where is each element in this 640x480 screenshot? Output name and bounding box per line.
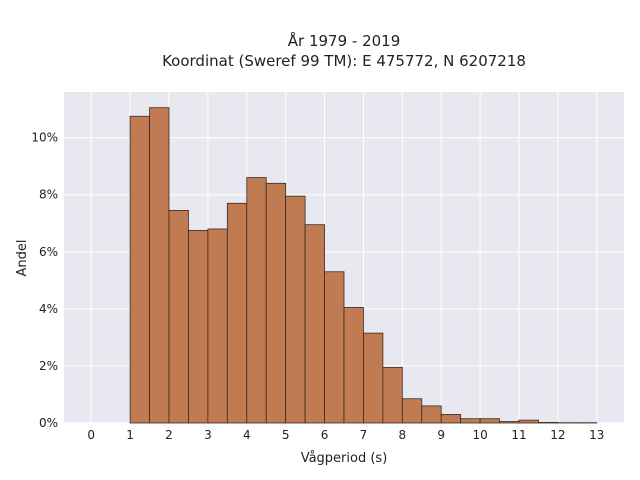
x-tick-label: 4 bbox=[243, 428, 251, 442]
histogram-bar bbox=[401, 398, 423, 424]
histogram-bar bbox=[343, 307, 364, 424]
histogram-bar bbox=[363, 332, 384, 424]
histogram-bar bbox=[460, 418, 481, 424]
histogram-bar bbox=[226, 202, 248, 424]
y-tick-label: 6% bbox=[39, 245, 58, 259]
chart-title-line1: År 1979 - 2019 bbox=[288, 31, 401, 50]
x-tick-label: 11 bbox=[511, 428, 526, 442]
histogram-bar bbox=[265, 182, 287, 424]
y-tick-label: 8% bbox=[39, 188, 58, 202]
y-tick-label: 0% bbox=[39, 416, 58, 430]
y-axis-label: Andel bbox=[15, 240, 30, 277]
y-tick-labels: 0% 2% 4% 6% 8% 10% bbox=[31, 131, 58, 430]
histogram-bar bbox=[518, 419, 539, 424]
x-tick-label: 9 bbox=[437, 428, 445, 442]
x-tick-label: 8 bbox=[399, 428, 407, 442]
x-tick-label: 3 bbox=[204, 428, 212, 442]
histogram-bar bbox=[149, 107, 170, 424]
histogram-bars bbox=[129, 107, 598, 424]
x-tick-label: 13 bbox=[589, 428, 604, 442]
histogram-bar bbox=[188, 229, 209, 424]
x-tick-label: 7 bbox=[360, 428, 368, 442]
x-tick-label: 2 bbox=[165, 428, 173, 442]
histogram-bar bbox=[246, 177, 267, 424]
y-tick-label: 2% bbox=[39, 359, 58, 373]
histogram-bar bbox=[499, 421, 520, 424]
histogram-bar bbox=[207, 228, 228, 424]
histogram-bar bbox=[479, 418, 500, 424]
x-tick-label: 1 bbox=[126, 428, 134, 442]
x-tick-label: 12 bbox=[550, 428, 565, 442]
histogram-bar bbox=[538, 422, 559, 424]
histogram-bar bbox=[421, 405, 442, 424]
histogram-bar bbox=[324, 271, 345, 424]
y-tick-label: 4% bbox=[39, 302, 58, 316]
histogram-bar bbox=[168, 210, 189, 424]
x-tick-label: 0 bbox=[87, 428, 95, 442]
x-tick-labels: 0 1 2 3 4 5 6 7 8 9 10 11 12 13 bbox=[87, 428, 604, 442]
x-tick-label: 10 bbox=[472, 428, 487, 442]
histogram-bar bbox=[440, 414, 462, 424]
histogram-bar bbox=[304, 224, 325, 424]
histogram-bar bbox=[285, 195, 306, 424]
y-tick-label: 10% bbox=[31, 131, 58, 145]
x-tick-label: 6 bbox=[321, 428, 329, 442]
histogram-bar bbox=[382, 366, 403, 424]
x-axis-label: Vågperiod (s) bbox=[301, 451, 388, 466]
histogram-bar bbox=[129, 115, 150, 424]
chart-title-line2: Koordinat (Sweref 99 TM): E 475772, N 62… bbox=[162, 52, 526, 70]
x-tick-label: 5 bbox=[282, 428, 290, 442]
